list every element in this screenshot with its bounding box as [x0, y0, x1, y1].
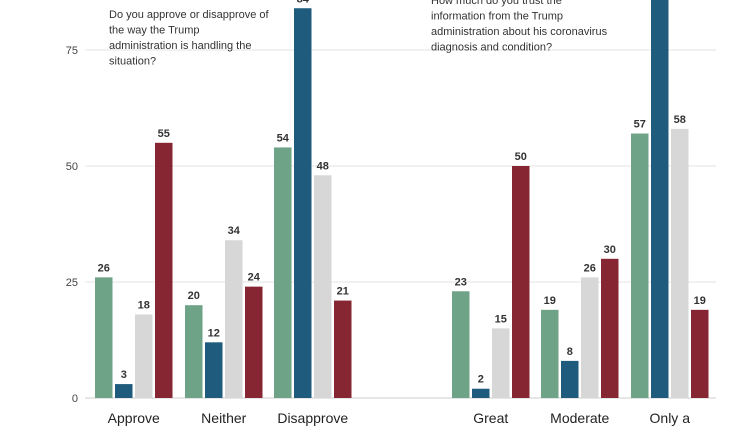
gridlines	[85, 49, 716, 399]
data-label: 3	[121, 369, 127, 381]
category-label: Disapprove	[277, 410, 348, 426]
bar	[512, 166, 530, 398]
bar	[452, 291, 470, 398]
category-label: Moderate	[550, 410, 609, 426]
question-text: How much do you trust the information fro…	[431, 0, 608, 54]
question-text: Do you approve or disapprove of the way t…	[109, 9, 270, 68]
bars	[95, 0, 709, 399]
data-label: 8	[567, 346, 573, 358]
data-label: 15	[495, 313, 507, 325]
bar	[691, 309, 709, 398]
data-label: 57	[634, 119, 646, 131]
data-labels: 2631855201234245484482123215501982630579…	[98, 0, 706, 386]
data-label: 23	[455, 276, 467, 288]
data-label: 50	[515, 151, 527, 163]
data-label: 48	[317, 160, 329, 172]
category-labels: Approve Neither Disapprove Great Moderate Onl…	[108, 410, 691, 426]
category-label: Only a	[650, 410, 691, 426]
category-label: Neither	[201, 410, 246, 426]
bar	[225, 240, 243, 398]
question-texts: Do you approve or disapprove of the way t…	[109, 0, 608, 68]
data-label: 24	[248, 272, 261, 284]
bar	[274, 147, 292, 398]
data-label: 12	[208, 327, 220, 339]
data-label: 2	[478, 374, 484, 386]
data-label: 21	[337, 286, 349, 298]
bar	[492, 328, 510, 398]
data-label: 26	[98, 262, 110, 274]
data-label: 55	[158, 128, 170, 140]
bar	[95, 277, 113, 398]
bar	[205, 342, 223, 398]
bar	[581, 277, 599, 398]
bar	[185, 305, 203, 398]
y-tick-label: 0	[72, 393, 78, 405]
category-label: Approve	[108, 410, 160, 426]
y-tick-label: 50	[66, 161, 78, 173]
bar	[155, 142, 173, 398]
bar	[671, 128, 689, 398]
bar	[334, 300, 352, 398]
data-label: 30	[604, 244, 616, 256]
bar	[472, 388, 490, 398]
data-label: 58	[674, 114, 686, 126]
data-label: 18	[138, 299, 150, 311]
data-label: 19	[694, 295, 706, 307]
bar	[601, 258, 619, 398]
data-label: 34	[228, 225, 241, 237]
bar	[115, 384, 133, 398]
bar	[294, 8, 312, 399]
data-label: 54	[277, 132, 290, 144]
data-label: 20	[188, 290, 200, 302]
data-label: 19	[544, 295, 556, 307]
y-tick-label: 75	[66, 45, 78, 57]
bar	[651, 0, 669, 399]
data-label: 26	[584, 262, 596, 274]
bar	[631, 133, 649, 398]
bar	[541, 309, 559, 398]
y-axis: 0 25 50 75	[66, 45, 78, 405]
bar	[561, 360, 579, 398]
category-label: Great	[473, 410, 508, 426]
bar	[314, 175, 332, 398]
y-tick-label: 25	[66, 277, 78, 289]
data-label: 84	[297, 0, 310, 5]
bar	[135, 314, 153, 398]
bar	[245, 286, 263, 398]
